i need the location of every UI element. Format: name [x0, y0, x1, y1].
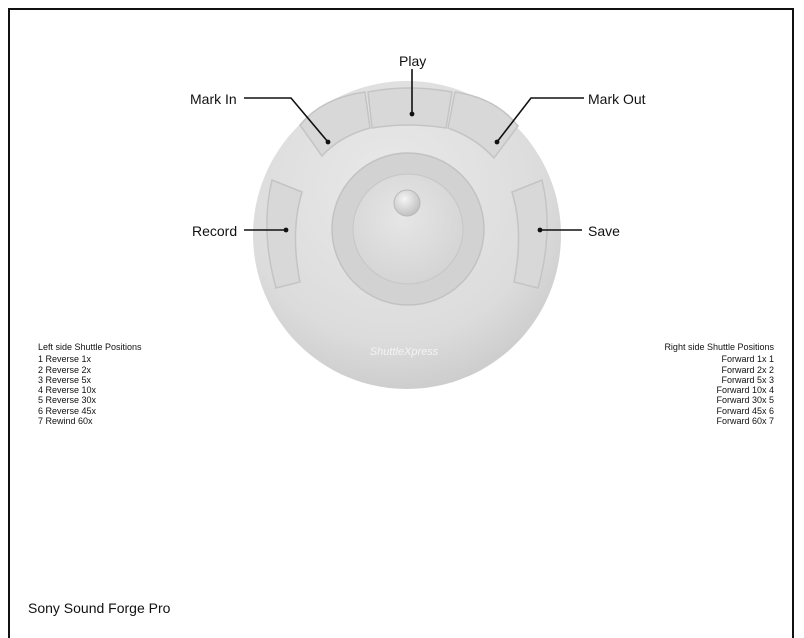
right-shuttle-item: Forward 60x 7: [716, 416, 774, 427]
left-shuttle-item: 5 Reverse 30x: [38, 395, 97, 406]
record-button-shape[interactable]: [266, 178, 303, 289]
left-shuttle-item: 3 Reverse 5x: [38, 374, 92, 385]
record-leader-dot: [283, 227, 289, 233]
right-shuttle-title: Right side Shuttle Positions: [664, 342, 774, 352]
jog-knob[interactable]: [352, 173, 464, 285]
diagram-frame: [8, 8, 794, 638]
right-shuttle-positions: Right side Shuttle Positions Forward 1x …: [664, 342, 774, 426]
save-label: Save: [588, 223, 620, 239]
left-shuttle-item: 7 Rewind 60x: [38, 416, 93, 427]
mark-in-leader-dot: [325, 139, 331, 145]
app-name: Sony Sound Forge Pro: [28, 600, 171, 616]
mark-out-leader-line: [496, 97, 584, 143]
mark-out-leader-dot: [494, 139, 500, 145]
save-button-shape[interactable]: [511, 178, 548, 289]
right-shuttle-item: Forward 2x 2: [721, 364, 774, 375]
mark-in-leader-line: [244, 97, 329, 143]
play-leader-dot: [409, 111, 415, 117]
mark-out-button-shape[interactable]: [447, 91, 519, 160]
left-shuttle-positions: Left side Shuttle Positions 1 Reverse 1x…: [38, 342, 142, 426]
save-leader-dot: [537, 227, 543, 233]
left-shuttle-title: Left side Shuttle Positions: [38, 342, 142, 352]
mark-in-button-shape[interactable]: [299, 91, 371, 158]
play-button-shape[interactable]: [367, 87, 453, 129]
left-shuttle-item: 6 Reverse 45x: [38, 405, 97, 416]
right-shuttle-item: Forward 10x 4: [716, 385, 774, 396]
right-shuttle-item: Forward 5x 3: [721, 374, 774, 385]
device-brand-label: ShuttleXpress: [370, 346, 439, 358]
right-shuttle-item: Forward 30x 5: [716, 395, 774, 406]
left-shuttle-item: 2 Reverse 2x: [38, 364, 92, 375]
mark-out-label: Mark Out: [588, 91, 646, 107]
left-shuttle-item: 4 Reverse 10x: [38, 385, 97, 396]
right-shuttle-item: Forward 1x 1: [721, 354, 774, 365]
left-shuttle-item: 1 Reverse 1x: [38, 354, 92, 365]
play-label: Play: [399, 53, 427, 69]
record-label: Record: [192, 223, 238, 239]
right-shuttle-item: Forward 45x 6: [716, 405, 774, 416]
jog-dimple: [393, 189, 421, 217]
mark-in-label: Mark In: [190, 91, 237, 107]
